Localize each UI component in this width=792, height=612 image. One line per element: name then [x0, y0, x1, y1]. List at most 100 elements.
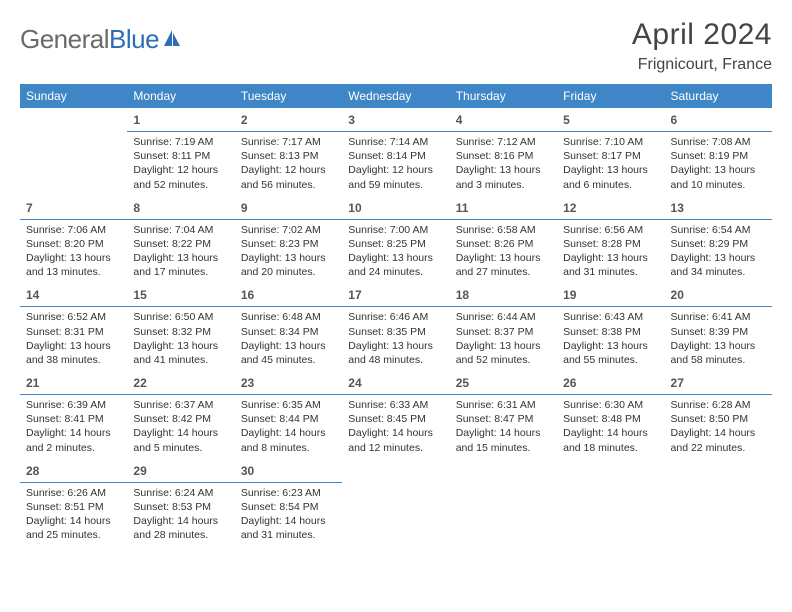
sail-icon	[162, 28, 182, 48]
daynum-row: 17	[342, 283, 449, 307]
cell-body: Sunrise: 6:44 AMSunset: 8:37 PMDaylight:…	[450, 307, 557, 371]
cell-body: Sunrise: 6:41 AMSunset: 8:39 PMDaylight:…	[665, 307, 772, 371]
cell-body: Sunrise: 6:30 AMSunset: 8:48 PMDaylight:…	[557, 395, 664, 459]
calendar-cell: 5Sunrise: 7:10 AMSunset: 8:17 PMDaylight…	[557, 108, 664, 196]
title-block: April 2024 Frignicourt, France	[632, 18, 772, 74]
daynum-row: 7	[20, 196, 127, 220]
day-number: 27	[671, 376, 684, 390]
calendar-cell	[450, 459, 557, 547]
cell-text: Sunrise: 7:19 AMSunset: 8:11 PMDaylight:…	[133, 132, 228, 192]
calendar-cell: 17 Sunrise: 6:46 AMSunset: 8:35 PMDayligh…	[342, 283, 449, 371]
cell-body: Sunrise: 7:12 AMSunset: 8:16 PMDaylight:…	[450, 132, 557, 196]
daynum-row: 12	[557, 196, 664, 220]
weekday-header: Tuesday	[235, 84, 342, 108]
cell-body: Sunrise: 7:19 AMSunset: 8:11 PMDaylight:…	[127, 132, 234, 196]
cell-text: Sunrise: 6:31 AMSunset: 8:47 PMDaylight:…	[456, 395, 551, 455]
daynum-row: 28	[20, 459, 127, 483]
cell-text: Sunrise: 6:52 AMSunset: 8:31 PMDaylight:…	[26, 307, 121, 367]
day-number: 9	[241, 201, 248, 215]
cell-body: Sunrise: 7:14 AMSunset: 8:14 PMDaylight:…	[342, 132, 449, 196]
cell-body: Sunrise: 6:28 AMSunset: 8:50 PMDaylight:…	[665, 395, 772, 459]
day-number: 6	[671, 113, 678, 127]
day-number: 8	[133, 201, 140, 215]
cell-text: Sunrise: 7:08 AMSunset: 8:19 PMDaylight:…	[671, 132, 766, 192]
day-number: 17	[348, 288, 361, 302]
cell-body: Sunrise: 6:35 AMSunset: 8:44 PMDaylight:…	[235, 395, 342, 459]
calendar-cell: 12 Sunrise: 6:56 AMSunset: 8:28 PMDayligh…	[557, 196, 664, 284]
day-number: 16	[241, 288, 254, 302]
day-number: 26	[563, 376, 576, 390]
cell-text: Sunrise: 6:44 AMSunset: 8:37 PMDaylight:…	[456, 307, 551, 367]
weekday-header: Thursday	[450, 84, 557, 108]
cell-text: Sunrise: 6:30 AMSunset: 8:48 PMDaylight:…	[563, 395, 658, 455]
calendar-cell: 20 Sunrise: 6:41 AMSunset: 8:39 PMDayligh…	[665, 283, 772, 371]
cell-text: Sunrise: 6:50 AMSunset: 8:32 PMDaylight:…	[133, 307, 228, 367]
day-number: 3	[348, 113, 355, 127]
calendar-cell: 23Sunrise: 6:35 AMSunset: 8:44 PMDayligh…	[235, 371, 342, 459]
daynum-row: 30	[235, 459, 342, 483]
cell-text: Sunrise: 7:14 AMSunset: 8:14 PMDaylight:…	[348, 132, 443, 192]
day-number: 20	[671, 288, 684, 302]
day-number: 18	[456, 288, 469, 302]
calendar-cell: 22Sunrise: 6:37 AMSunset: 8:42 PMDayligh…	[127, 371, 234, 459]
day-number: 28	[26, 464, 39, 478]
calendar-cell: 16Sunrise: 6:48 AMSunset: 8:34 PMDayligh…	[235, 283, 342, 371]
calendar-cell: 2Sunrise: 7:17 AMSunset: 8:13 PMDaylight…	[235, 108, 342, 196]
weekday-header: Monday	[127, 84, 234, 108]
daynum-row: 15	[127, 283, 234, 307]
calendar-cell: 25 Sunrise: 6:31 AMSunset: 8:47 PMDayligh…	[450, 371, 557, 459]
cell-text: Sunrise: 6:43 AMSunset: 8:38 PMDaylight:…	[563, 307, 658, 367]
calendar-cell: 7Sunrise: 7:06 AMSunset: 8:20 PMDaylight…	[20, 196, 127, 284]
cell-text: Sunrise: 6:28 AMSunset: 8:50 PMDaylight:…	[671, 395, 766, 455]
calendar-cell: 11 Sunrise: 6:58 AMSunset: 8:26 PMDayligh…	[450, 196, 557, 284]
weekday-header: Sunday	[20, 84, 127, 108]
daynum-row: 4	[450, 108, 557, 132]
day-number: 21	[26, 376, 39, 390]
day-number: 7	[26, 201, 33, 215]
cell-text: Sunrise: 6:33 AMSunset: 8:45 PMDaylight:…	[348, 395, 443, 455]
cell-body: Sunrise: 6:56 AMSunset: 8:28 PMDaylight:…	[557, 220, 664, 284]
cell-body: Sunrise: 6:52 AMSunset: 8:31 PMDaylight:…	[20, 307, 127, 371]
daynum-row: 22	[127, 371, 234, 395]
day-number: 2	[241, 113, 248, 127]
calendar-cell	[342, 459, 449, 547]
cell-body: Sunrise: 6:46 AMSunset: 8:35 PMDaylight:…	[342, 307, 449, 371]
cell-body: Sunrise: 6:58 AMSunset: 8:26 PMDaylight:…	[450, 220, 557, 284]
cell-body: Sunrise: 7:04 AMSunset: 8:22 PMDaylight:…	[127, 220, 234, 284]
cell-text: Sunrise: 6:54 AMSunset: 8:29 PMDaylight:…	[671, 220, 766, 280]
day-number: 25	[456, 376, 469, 390]
calendar-cell	[20, 108, 127, 196]
day-number: 4	[456, 113, 463, 127]
calendar-cell: 28Sunrise: 6:26 AMSunset: 8:51 PMDayligh…	[20, 459, 127, 547]
cell-text: Sunrise: 7:02 AMSunset: 8:23 PMDaylight:…	[241, 220, 336, 280]
calendar-cell: 26 Sunrise: 6:30 AMSunset: 8:48 PMDayligh…	[557, 371, 664, 459]
cell-body: Sunrise: 6:33 AMSunset: 8:45 PMDaylight:…	[342, 395, 449, 459]
cell-body: Sunrise: 7:10 AMSunset: 8:17 PMDaylight:…	[557, 132, 664, 196]
daynum-row: 23	[235, 371, 342, 395]
daynum-row: 3	[342, 108, 449, 132]
daynum-row: 10	[342, 196, 449, 220]
daynum-row: 9	[235, 196, 342, 220]
day-number: 12	[563, 201, 576, 215]
calendar-body: 1Sunrise: 7:19 AMSunset: 8:11 PMDaylight…	[20, 108, 772, 546]
weekday-header: Wednesday	[342, 84, 449, 108]
daynum-row: 20	[665, 283, 772, 307]
brand-part2: Blue	[109, 24, 159, 54]
weekday-row: SundayMondayTuesdayWednesdayThursdayFrid…	[20, 84, 772, 108]
day-number: 19	[563, 288, 576, 302]
cell-body: Sunrise: 6:54 AMSunset: 8:29 PMDaylight:…	[665, 220, 772, 284]
cell-body: Sunrise: 6:24 AMSunset: 8:53 PMDaylight:…	[127, 483, 234, 547]
day-number: 11	[456, 201, 469, 215]
calendar-head: SundayMondayTuesdayWednesdayThursdayFrid…	[20, 84, 772, 108]
brand-logo: GeneralBlue	[20, 24, 182, 55]
cell-text: Sunrise: 6:39 AMSunset: 8:41 PMDaylight:…	[26, 395, 121, 455]
cell-text: Sunrise: 7:12 AMSunset: 8:16 PMDaylight:…	[456, 132, 551, 192]
calendar-week-row: 21 Sunrise: 6:39 AMSunset: 8:41 PMDayligh…	[20, 371, 772, 459]
calendar-cell: 8 Sunrise: 7:04 AMSunset: 8:22 PMDaylight…	[127, 196, 234, 284]
daynum-row: 16	[235, 283, 342, 307]
day-number: 24	[348, 376, 361, 390]
daynum-row: 29	[127, 459, 234, 483]
cell-text: Sunrise: 7:00 AMSunset: 8:25 PMDaylight:…	[348, 220, 443, 280]
calendar-cell: 18 Sunrise: 6:44 AMSunset: 8:37 PMDayligh…	[450, 283, 557, 371]
cell-text: Sunrise: 6:46 AMSunset: 8:35 PMDaylight:…	[348, 307, 443, 367]
